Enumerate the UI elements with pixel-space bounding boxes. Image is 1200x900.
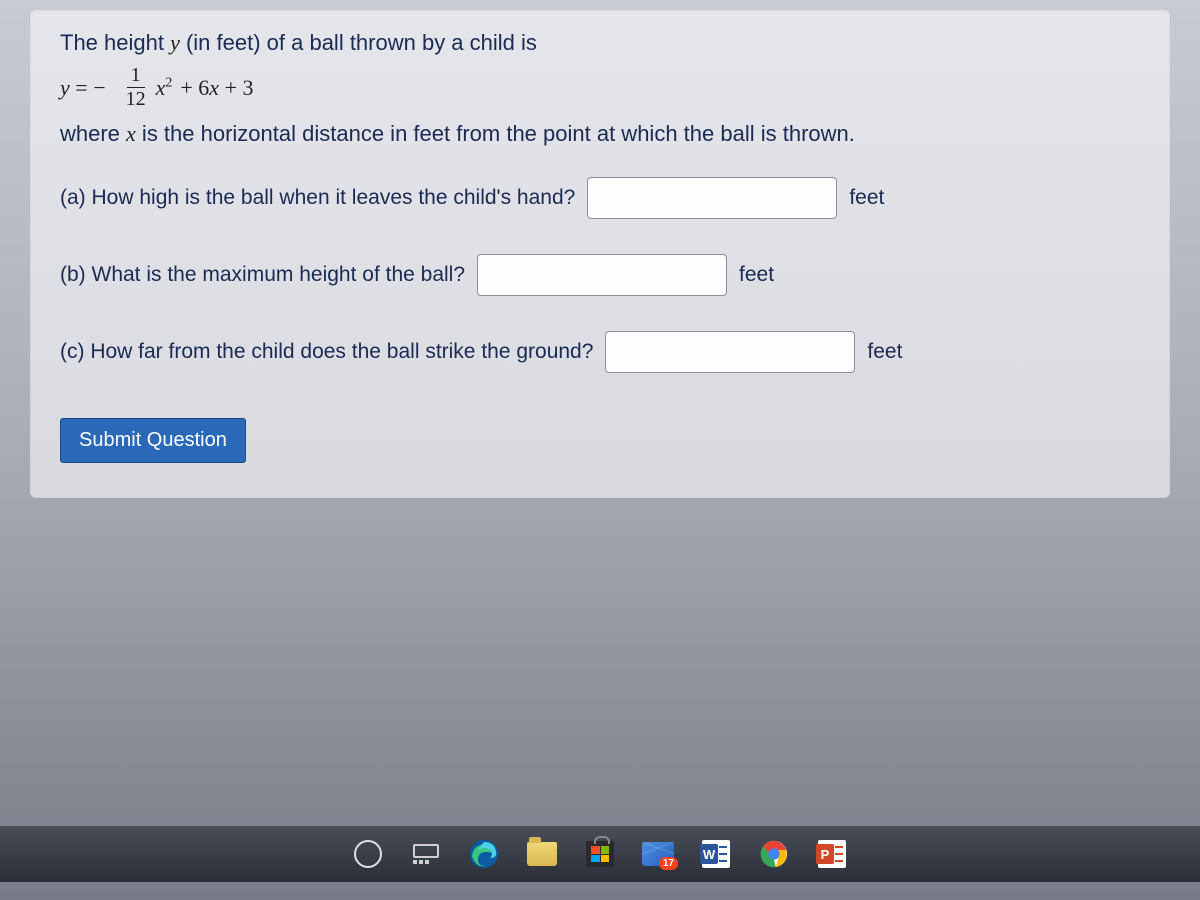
- question-card: The height y (in feet) of a ball thrown …: [30, 10, 1170, 498]
- question-a-label: (a) How high is the ball when it leaves …: [60, 186, 575, 210]
- question-c-label: (c) How far from the child does the ball…: [60, 340, 593, 364]
- word-icon[interactable]: W: [698, 836, 734, 872]
- unit-a: feet: [849, 186, 884, 210]
- taskbar: 17 W P: [0, 826, 1200, 882]
- microsoft-store-icon[interactable]: [582, 836, 618, 872]
- answer-a-input[interactable]: [587, 177, 837, 219]
- intro-prefix: The height: [60, 30, 170, 55]
- intro-suffix: (in feet) of a ball thrown by a child is: [180, 30, 537, 55]
- cortana-icon[interactable]: [350, 836, 386, 872]
- intro-var-y: y: [170, 30, 180, 55]
- question-a-row: (a) How high is the ball when it leaves …: [60, 177, 1140, 219]
- eq-fraction: 1 12: [122, 64, 150, 111]
- edge-icon[interactable]: [466, 836, 502, 872]
- taskview-icon[interactable]: [408, 836, 444, 872]
- mail-icon[interactable]: 17: [640, 836, 676, 872]
- unit-c: feet: [867, 340, 902, 364]
- submit-button[interactable]: Submit Question: [60, 418, 246, 463]
- eq-rest: + 6x + 3: [180, 75, 253, 101]
- question-c-row: (c) How far from the child does the ball…: [60, 331, 1140, 373]
- unit-b: feet: [739, 263, 774, 287]
- question-b-label: (b) What is the maximum height of the ba…: [60, 263, 465, 287]
- equation: y = − 1 12 x2 + 6x + 3: [60, 64, 1140, 111]
- chrome-icon[interactable]: [756, 836, 792, 872]
- answer-b-input[interactable]: [477, 254, 727, 296]
- where-text: where x is the horizontal distance in fe…: [60, 121, 1140, 147]
- question-b-row: (b) What is the maximum height of the ba…: [60, 254, 1140, 296]
- powerpoint-icon[interactable]: P: [814, 836, 850, 872]
- file-explorer-icon[interactable]: [524, 836, 560, 872]
- var-x: x: [126, 121, 136, 146]
- answer-c-input[interactable]: [605, 331, 855, 373]
- mail-badge: 17: [659, 857, 678, 870]
- intro-text: The height y (in feet) of a ball thrown …: [60, 30, 1140, 56]
- eq-x-squared: x2: [156, 75, 175, 101]
- eq-lhs: y = −: [60, 75, 106, 101]
